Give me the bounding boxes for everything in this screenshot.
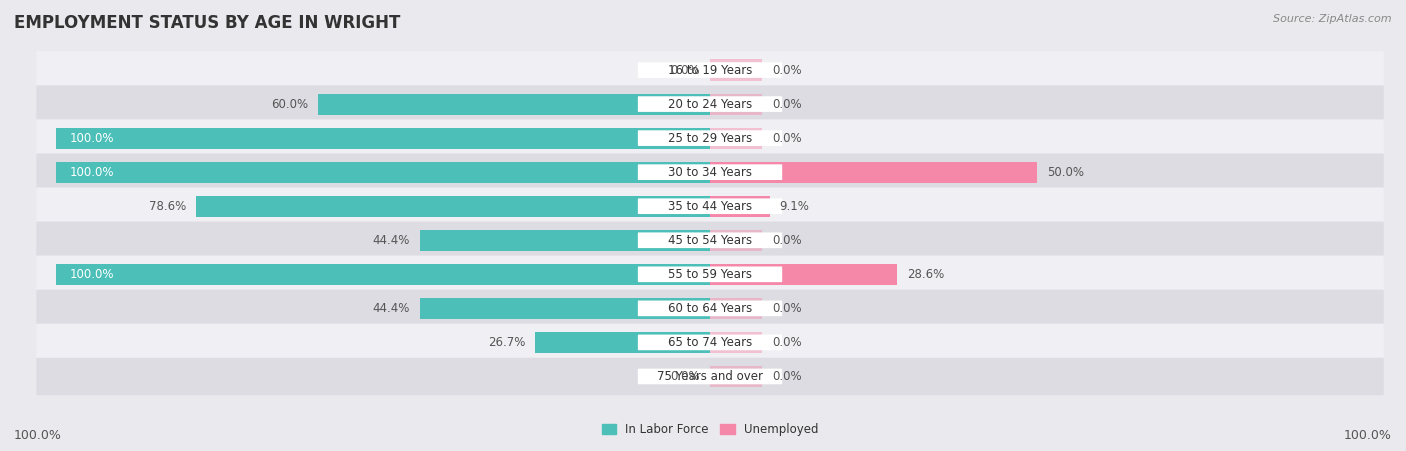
FancyBboxPatch shape: [638, 267, 782, 282]
FancyBboxPatch shape: [37, 85, 1384, 123]
Text: 100.0%: 100.0%: [1344, 429, 1392, 442]
FancyBboxPatch shape: [638, 198, 782, 214]
FancyBboxPatch shape: [37, 153, 1384, 191]
Text: 100.0%: 100.0%: [69, 132, 114, 145]
FancyBboxPatch shape: [37, 256, 1384, 293]
Bar: [710, 366, 762, 387]
Text: 100.0%: 100.0%: [69, 166, 114, 179]
FancyBboxPatch shape: [638, 368, 782, 384]
Text: 30 to 34 Years: 30 to 34 Years: [668, 166, 752, 179]
Bar: [536, 332, 710, 353]
FancyBboxPatch shape: [37, 221, 1384, 259]
Text: 0.0%: 0.0%: [772, 132, 801, 145]
Text: 20 to 24 Years: 20 to 24 Years: [668, 97, 752, 110]
Legend: In Labor Force, Unemployed: In Labor Force, Unemployed: [602, 423, 818, 436]
FancyBboxPatch shape: [37, 120, 1384, 157]
Text: EMPLOYMENT STATUS BY AGE IN WRIGHT: EMPLOYMENT STATUS BY AGE IN WRIGHT: [14, 14, 401, 32]
Bar: [710, 128, 762, 149]
Text: Source: ZipAtlas.com: Source: ZipAtlas.com: [1274, 14, 1392, 23]
FancyBboxPatch shape: [638, 164, 782, 180]
FancyBboxPatch shape: [37, 358, 1384, 395]
Bar: [710, 60, 762, 81]
Text: 60.0%: 60.0%: [271, 97, 308, 110]
Text: 9.1%: 9.1%: [779, 200, 810, 213]
Bar: [710, 93, 762, 115]
Text: 0.0%: 0.0%: [772, 97, 801, 110]
Text: 60 to 64 Years: 60 to 64 Years: [668, 302, 752, 315]
Text: 0.0%: 0.0%: [772, 370, 801, 383]
Bar: [56, 161, 710, 183]
FancyBboxPatch shape: [37, 324, 1384, 361]
FancyBboxPatch shape: [638, 335, 782, 350]
Text: 50.0%: 50.0%: [1046, 166, 1084, 179]
Text: 55 to 59 Years: 55 to 59 Years: [668, 268, 752, 281]
Bar: [56, 264, 710, 285]
Text: 0.0%: 0.0%: [772, 64, 801, 77]
Bar: [318, 93, 710, 115]
Text: 28.6%: 28.6%: [907, 268, 943, 281]
FancyBboxPatch shape: [37, 188, 1384, 225]
Text: 100.0%: 100.0%: [69, 268, 114, 281]
FancyBboxPatch shape: [638, 96, 782, 112]
Bar: [710, 332, 762, 353]
Text: 75 Years and over: 75 Years and over: [657, 370, 763, 383]
Text: 0.0%: 0.0%: [772, 302, 801, 315]
Text: 26.7%: 26.7%: [488, 336, 526, 349]
Text: 0.0%: 0.0%: [772, 234, 801, 247]
Bar: [710, 196, 769, 217]
Text: 0.0%: 0.0%: [671, 370, 700, 383]
FancyBboxPatch shape: [638, 232, 782, 248]
Bar: [56, 128, 710, 149]
FancyBboxPatch shape: [638, 62, 782, 78]
Text: 0.0%: 0.0%: [671, 64, 700, 77]
FancyBboxPatch shape: [37, 290, 1384, 327]
Text: 100.0%: 100.0%: [14, 429, 62, 442]
FancyBboxPatch shape: [638, 130, 782, 146]
FancyBboxPatch shape: [638, 300, 782, 316]
Bar: [197, 196, 710, 217]
Text: 35 to 44 Years: 35 to 44 Years: [668, 200, 752, 213]
Bar: [710, 298, 762, 319]
FancyBboxPatch shape: [37, 51, 1384, 89]
Bar: [420, 230, 710, 251]
Text: 44.4%: 44.4%: [373, 302, 411, 315]
Text: 65 to 74 Years: 65 to 74 Years: [668, 336, 752, 349]
Bar: [710, 264, 897, 285]
Text: 44.4%: 44.4%: [373, 234, 411, 247]
Bar: [420, 298, 710, 319]
Text: 0.0%: 0.0%: [772, 336, 801, 349]
Text: 78.6%: 78.6%: [149, 200, 187, 213]
Bar: [710, 230, 762, 251]
Text: 25 to 29 Years: 25 to 29 Years: [668, 132, 752, 145]
Text: 16 to 19 Years: 16 to 19 Years: [668, 64, 752, 77]
Text: 45 to 54 Years: 45 to 54 Years: [668, 234, 752, 247]
Bar: [710, 161, 1038, 183]
